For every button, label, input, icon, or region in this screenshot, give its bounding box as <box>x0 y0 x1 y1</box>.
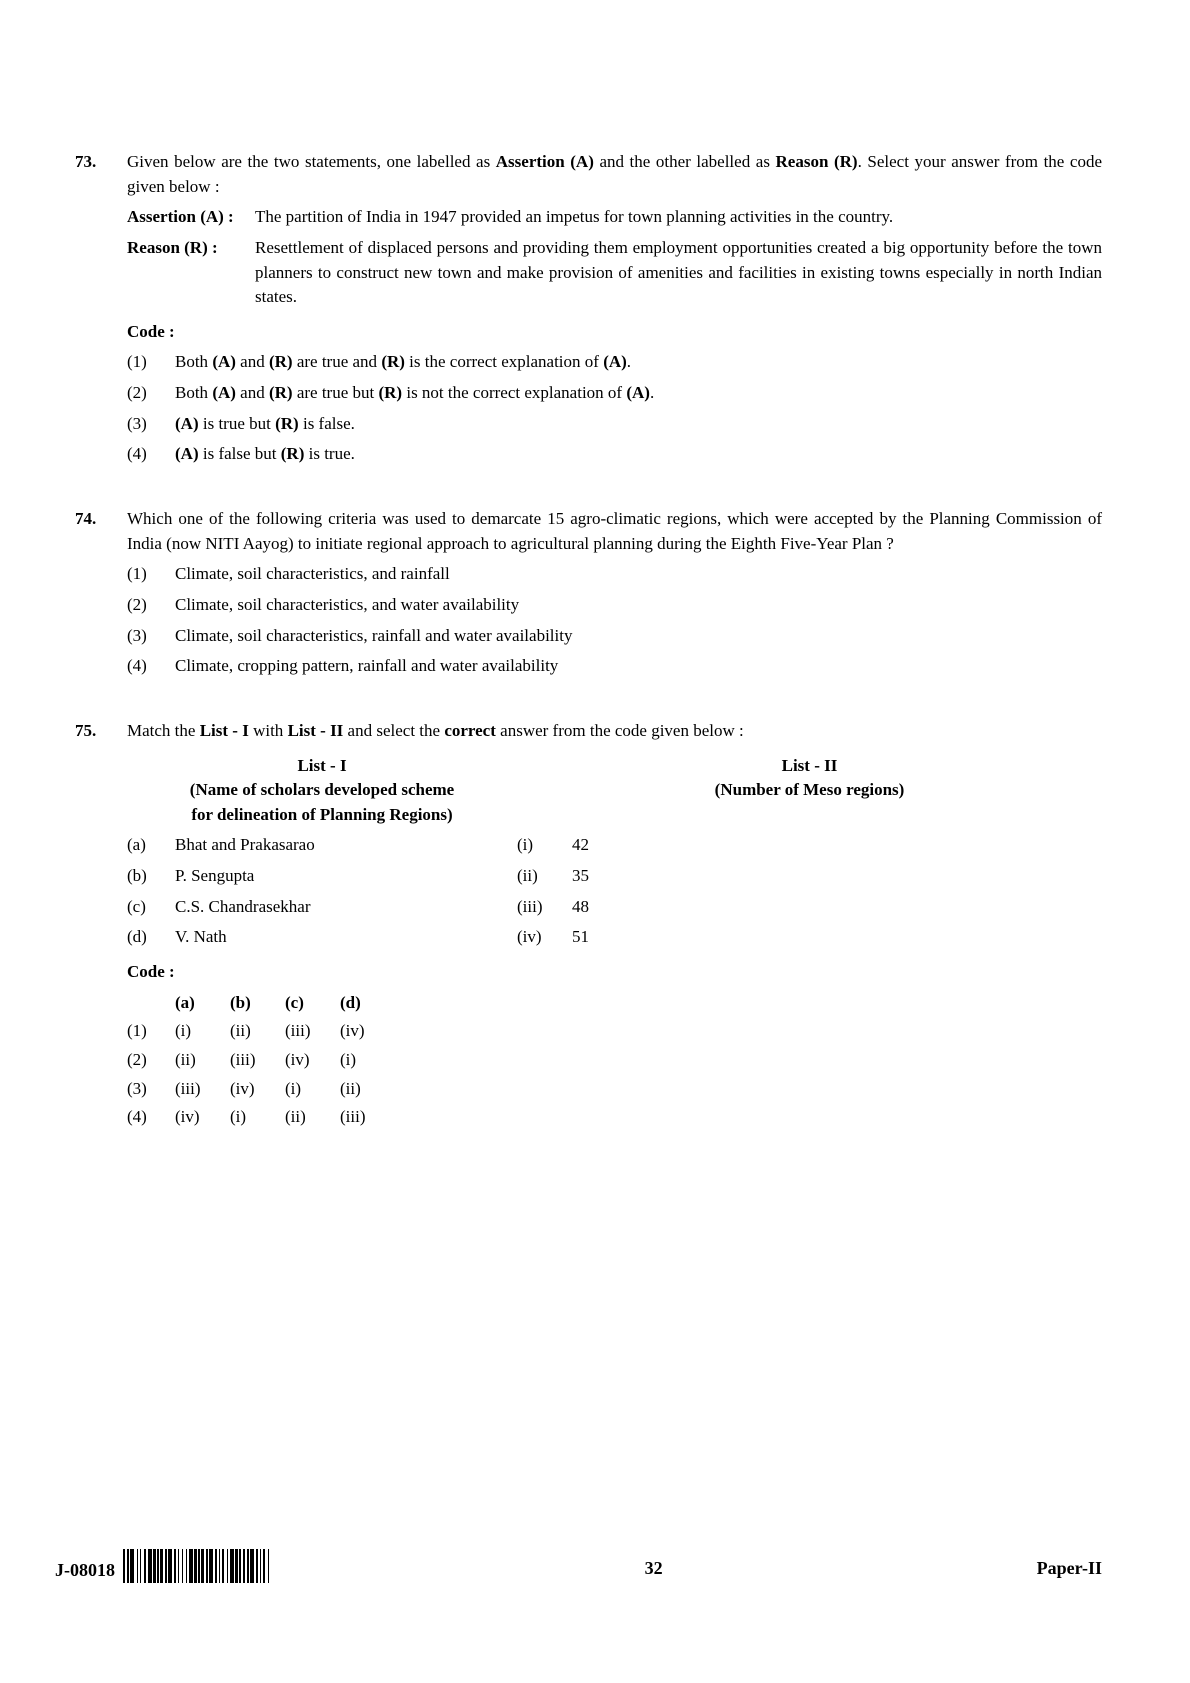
match-label-left: (a) <box>127 833 175 858</box>
barcode-icon <box>123 1549 271 1583</box>
code-cell: (ii) <box>230 1019 285 1044</box>
option-text: Both (A) and (R) are true but (R) is not… <box>175 381 1102 406</box>
match-label-right: (i) <box>517 833 572 858</box>
code-row-num: (4) <box>127 1105 175 1130</box>
code-cell: (iii) <box>175 1077 230 1102</box>
match-text-right: 35 <box>572 864 1102 889</box>
page-number: 32 <box>271 1555 1037 1583</box>
match-text-right: 51 <box>572 925 1102 950</box>
code-cell: (ii) <box>340 1077 395 1102</box>
code-cell: (iv) <box>230 1077 285 1102</box>
match-row: (b)P. Sengupta(ii)35 <box>127 864 1102 889</box>
code-cell: (i) <box>230 1105 285 1130</box>
option-row: (2)Both (A) and (R) are true but (R) is … <box>127 381 1102 406</box>
match-label-right: (iv) <box>517 925 572 950</box>
code-cell: (iv) <box>285 1048 340 1073</box>
question-73: 73. Given below are the two statements, … <box>75 150 1102 467</box>
question-prompt: Match the List - I with List - II and se… <box>127 719 1102 744</box>
code-col-header: (b) <box>230 991 285 1016</box>
option-number: (4) <box>127 442 175 467</box>
option-row: (3)Climate, soil characteristics, rainfa… <box>127 624 1102 649</box>
match-label-left: (d) <box>127 925 175 950</box>
question-prompt: Given below are the two statements, one … <box>127 150 1102 199</box>
option-text: Climate, soil characteristics, rainfall … <box>175 624 1102 649</box>
reason-row: Reason (R) : Resettlement of displaced p… <box>127 236 1102 310</box>
match-text-left: P. Sengupta <box>175 864 517 889</box>
code-row-num: (2) <box>127 1048 175 1073</box>
option-text: (A) is true but (R) is false. <box>175 412 1102 437</box>
match-label-left: (c) <box>127 895 175 920</box>
match-label-left: (b) <box>127 864 175 889</box>
code-cell: (ii) <box>285 1105 340 1130</box>
code-cell: (iii) <box>340 1105 395 1130</box>
match-row: (c)C.S. Chandrasekhar(iii)48 <box>127 895 1102 920</box>
match-text-left: V. Nath <box>175 925 517 950</box>
match-text-left: Bhat and Prakasarao <box>175 833 517 858</box>
option-row: (1)Both (A) and (R) are true and (R) is … <box>127 350 1102 375</box>
code-cell: (iv) <box>175 1105 230 1130</box>
option-row: (2)Climate, soil characteristics, and wa… <box>127 593 1102 618</box>
code-cell: (i) <box>175 1019 230 1044</box>
option-text: Both (A) and (R) are true and (R) is the… <box>175 350 1102 375</box>
paper-code: J-08018 <box>55 1557 115 1583</box>
list-subheader-row: (Name of scholars developed scheme (Numb… <box>127 778 1102 803</box>
match-row: (d)V. Nath(iv)51 <box>127 925 1102 950</box>
match-label-right: (iii) <box>517 895 572 920</box>
option-number: (3) <box>127 624 175 649</box>
option-text: Climate, soil characteristics, and rainf… <box>175 562 1102 587</box>
code-row-num: (1) <box>127 1019 175 1044</box>
code-col-header: (a) <box>175 991 230 1016</box>
question-prompt: Which one of the following criteria was … <box>127 507 1102 556</box>
question-75: 75. Match the List - I with List - II an… <box>75 719 1102 1130</box>
question-number: 74. <box>75 507 127 532</box>
code-cell: (ii) <box>175 1048 230 1073</box>
code-cell: (iv) <box>340 1019 395 1044</box>
question-number: 75. <box>75 719 127 744</box>
question-number: 73. <box>75 150 127 175</box>
match-row: (a)Bhat and Prakasarao(i)42 <box>127 833 1102 858</box>
option-text: (A) is false but (R) is true. <box>175 442 1102 467</box>
code-row: (3)(iii)(iv)(i)(ii) <box>127 1077 1102 1102</box>
code-col-header: (c) <box>285 991 340 1016</box>
code-row: (4)(iv)(i)(ii)(iii) <box>127 1105 1102 1130</box>
option-row: (1)Climate, soil characteristics, and ra… <box>127 562 1102 587</box>
code-header: Code : <box>127 320 1102 345</box>
option-number: (1) <box>127 350 175 375</box>
option-number: (3) <box>127 412 175 437</box>
code-cell: (iii) <box>285 1019 340 1044</box>
assertion-row: Assertion (A) : The partition of India i… <box>127 205 1102 230</box>
code-cell: (i) <box>285 1077 340 1102</box>
code-header-row: (a)(b)(c)(d) <box>127 991 1102 1016</box>
option-number: (2) <box>127 381 175 406</box>
match-text-left: C.S. Chandrasekhar <box>175 895 517 920</box>
page-content: 73. Given below are the two statements, … <box>0 0 1190 1130</box>
paper-label: Paper-II <box>1037 1555 1102 1583</box>
code-cell: (i) <box>340 1048 395 1073</box>
option-row: (4)Climate, cropping pattern, rainfall a… <box>127 654 1102 679</box>
option-number: (1) <box>127 562 175 587</box>
code-header: Code : <box>127 960 1102 985</box>
page-footer: J-08018 32 Paper-II <box>55 1549 1102 1583</box>
question-74: 74. Which one of the following criteria … <box>75 507 1102 679</box>
code-row: (1)(i)(ii)(iii)(iv) <box>127 1019 1102 1044</box>
code-row-num: (3) <box>127 1077 175 1102</box>
match-text-right: 48 <box>572 895 1102 920</box>
code-row: (2)(ii)(iii)(iv)(i) <box>127 1048 1102 1073</box>
list-header-row: List - I List - II <box>127 754 1102 779</box>
match-text-right: 42 <box>572 833 1102 858</box>
option-text: Climate, soil characteristics, and water… <box>175 593 1102 618</box>
code-cell: (iii) <box>230 1048 285 1073</box>
option-row: (4)(A) is false but (R) is true. <box>127 442 1102 467</box>
code-col-header: (d) <box>340 991 395 1016</box>
option-number: (4) <box>127 654 175 679</box>
list-subheader-row-2: for delineation of Planning Regions) <box>127 803 1102 828</box>
option-row: (3)(A) is true but (R) is false. <box>127 412 1102 437</box>
match-label-right: (ii) <box>517 864 572 889</box>
option-number: (2) <box>127 593 175 618</box>
option-text: Climate, cropping pattern, rainfall and … <box>175 654 1102 679</box>
